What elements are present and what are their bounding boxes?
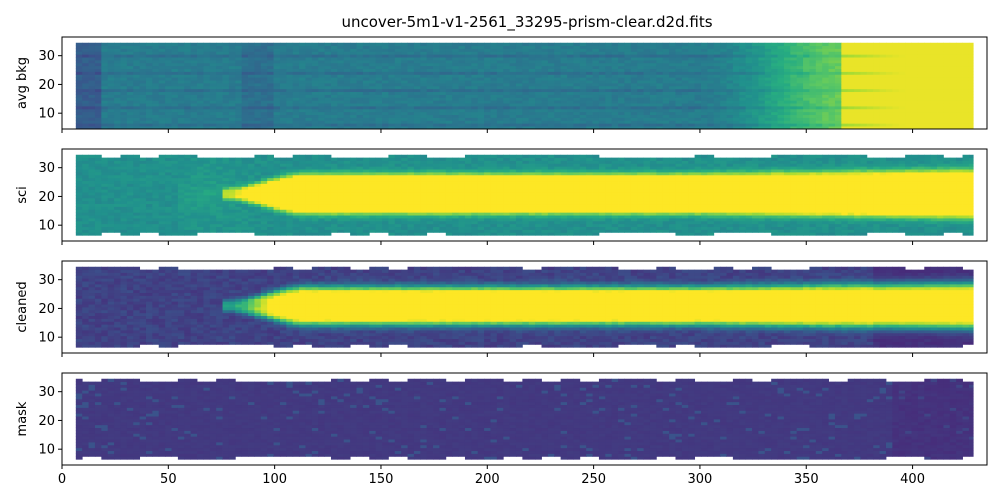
y-tick-label: 30 <box>38 385 55 400</box>
y-tick-label: 10 <box>38 331 55 346</box>
axes-frame <box>61 260 988 354</box>
panel-cleaned: 10 20 30 cleaned <box>15 260 988 357</box>
x-tick-label: 50 <box>160 472 177 487</box>
axes-frame <box>61 372 988 466</box>
y-axis-label: cleaned <box>15 281 30 332</box>
y-axis-label: avg bkg <box>15 57 30 109</box>
x-tick-label: 300 <box>688 472 713 487</box>
y-axis-label: sci <box>15 186 30 204</box>
heatmap-image <box>75 42 974 130</box>
x-tick-label: 350 <box>794 472 819 487</box>
y-tick-label: 20 <box>38 78 55 93</box>
y-tick-label: 10 <box>38 219 55 234</box>
heatmap-image <box>75 154 974 236</box>
x-tick-label: 250 <box>581 472 606 487</box>
y-tick-label: 10 <box>38 443 55 458</box>
y-tick-label: 20 <box>38 414 55 429</box>
heatmap-image <box>75 378 974 460</box>
panel-sci: 10 20 30 sci <box>15 148 988 245</box>
y-axis-label: mask <box>15 401 30 436</box>
y-tick-label: 30 <box>38 273 55 288</box>
x-tick-label: 0 <box>58 472 66 487</box>
axes-frame <box>61 36 988 130</box>
axes-frame <box>61 148 988 242</box>
y-tick-label: 30 <box>38 161 55 176</box>
chart-title: uncover-5m1-v1-2561_33295-prism-clear.d2… <box>341 13 712 32</box>
panels: 10 20 30 avg bkg 10 20 30 sci 10 20 30 cleaned 10 20 3… <box>15 36 988 487</box>
y-tick-label: 30 <box>38 49 55 64</box>
x-tick-label: 100 <box>262 472 287 487</box>
y-tick-label: 20 <box>38 190 55 205</box>
y-tick-label: 10 <box>38 107 55 122</box>
y-tick-label: 20 <box>38 302 55 317</box>
x-tick-label: 200 <box>475 472 500 487</box>
panel-avg-bkg: 10 20 30 avg bkg <box>15 36 988 133</box>
heatmap-image <box>75 266 974 348</box>
x-tick-label: 150 <box>369 472 394 487</box>
x-tick-label: 400 <box>900 472 925 487</box>
